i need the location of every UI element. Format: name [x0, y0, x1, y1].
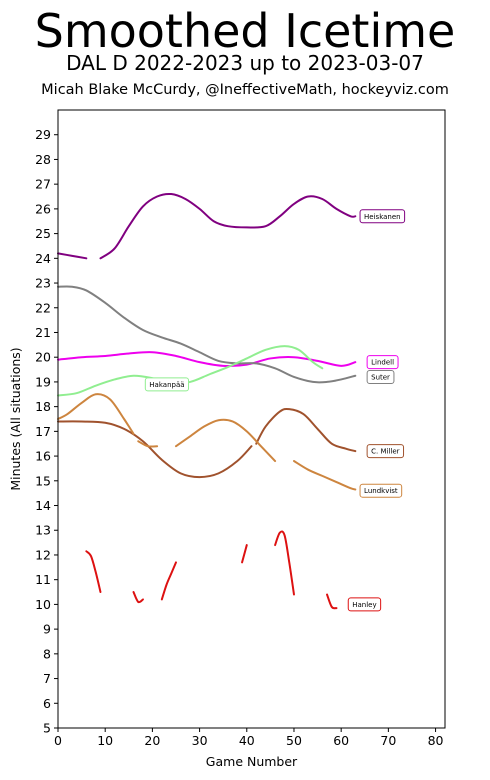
y-tick-label: 17 — [35, 424, 51, 439]
series-line-c-miller — [255, 407, 357, 453]
series-label-heiskanen: Heiskanen — [359, 209, 406, 224]
series-label-text: C. Miller — [371, 448, 400, 456]
x-tick-label: 80 — [428, 733, 444, 748]
x-tick-label: 40 — [239, 733, 255, 748]
y-tick-label: 8 — [43, 646, 51, 661]
y-tick-label: 14 — [35, 498, 51, 513]
series-line-lundkvist — [174, 418, 277, 463]
y-tick-label: 12 — [35, 547, 51, 562]
y-tick-label: 20 — [35, 350, 51, 365]
x-tick-label: 30 — [192, 733, 208, 748]
series-label-box — [359, 483, 403, 498]
y-tick-label: 11 — [35, 572, 51, 587]
series-line-hanley — [274, 530, 295, 596]
series-line-suter — [57, 285, 357, 384]
plot-lines — [57, 192, 357, 610]
y-tick-label: 27 — [35, 177, 51, 192]
y-tick-label: 22 — [35, 300, 51, 315]
series-line-hanley — [326, 593, 338, 610]
chart-credit: Micah Blake McCurdy, @IneffectiveMath, h… — [41, 82, 449, 98]
series-label-text: Hakanpää — [149, 381, 184, 389]
series-label-box — [366, 369, 395, 384]
y-tick-label: 25 — [35, 226, 51, 241]
series-label-box — [144, 377, 190, 392]
y-tick-label: 6 — [43, 696, 51, 711]
series-line-heiskanen — [57, 252, 88, 260]
series-line-hanley — [241, 544, 248, 564]
y-tick-label: 10 — [35, 597, 51, 612]
x-tick-label: 70 — [380, 733, 396, 748]
y-tick-label: 26 — [35, 201, 51, 216]
y-tick-label: 15 — [35, 473, 51, 488]
x-axis-label: Game Number — [206, 754, 298, 769]
series-label-text: Hanley — [352, 601, 376, 609]
series-labels: Heiskanen Lindell Suter Hakanpää C. Miller Lu… — [144, 209, 406, 612]
y-tick-label: 13 — [35, 523, 51, 538]
series-label-text: Heiskanen — [364, 213, 401, 221]
x-tick-label: 10 — [97, 733, 113, 748]
chart-title: Smoothed Icetime — [34, 4, 456, 58]
y-tick-label: 16 — [35, 449, 51, 464]
y-axis-label: Minutes (All situations) — [8, 347, 23, 490]
y-tick-label: 29 — [35, 127, 51, 142]
series-label-text: Suter — [371, 373, 390, 381]
x-tick-label: 60 — [333, 733, 349, 748]
series-label-box — [366, 355, 399, 370]
series-label-c-miller: C. Miller — [366, 444, 405, 459]
series-label-lindell: Lindell — [366, 355, 399, 370]
series-label-lundkvist: Lundkvist — [359, 483, 403, 498]
y-tick-label: 24 — [35, 251, 51, 266]
series-label-box — [366, 444, 405, 459]
series-label-box — [359, 209, 406, 224]
y-tick-label: 19 — [35, 374, 51, 389]
y-tick-label: 5 — [43, 721, 51, 736]
x-tick-label: 20 — [144, 733, 160, 748]
axes: 0 10 20 30 40 50 60 70 80 5 6 7 8 9 10 11 12 13 14 15 16 17 18… — [35, 127, 443, 748]
series-line-hanley — [85, 550, 102, 594]
series-label-suter: Suter — [366, 369, 395, 384]
y-tick-label: 28 — [35, 152, 51, 167]
series-line-lundkvist — [292, 460, 357, 491]
series-line-c-miller — [57, 420, 253, 479]
chart-subtitle: DAL D 2022-2023 up to 2023-03-07 — [66, 51, 424, 75]
x-tick-label: 0 — [54, 733, 62, 748]
y-tick-label: 21 — [35, 325, 51, 340]
series-line-hanley — [132, 591, 144, 604]
series-label-hakanp: Hakanpää — [144, 377, 190, 392]
plot-frame — [57, 109, 446, 729]
y-tick-label: 23 — [35, 276, 51, 291]
x-tick-label: 50 — [286, 733, 302, 748]
y-tick-label: 7 — [43, 671, 51, 686]
series-line-heiskanen — [99, 192, 357, 260]
series-line-lundkvist — [57, 393, 135, 435]
series-line-hanley — [160, 561, 177, 601]
series-label-box — [347, 597, 382, 612]
series-label-hanley: Hanley — [347, 597, 382, 612]
series-line-lindell — [57, 351, 357, 368]
y-tick-label: 9 — [43, 622, 51, 637]
series-label-text: Lundkvist — [364, 487, 398, 495]
series-line-hakanp — [57, 345, 324, 397]
y-tick-label: 18 — [35, 399, 51, 414]
series-label-text: Lindell — [371, 359, 394, 367]
series-line-lundkvist — [137, 440, 159, 448]
